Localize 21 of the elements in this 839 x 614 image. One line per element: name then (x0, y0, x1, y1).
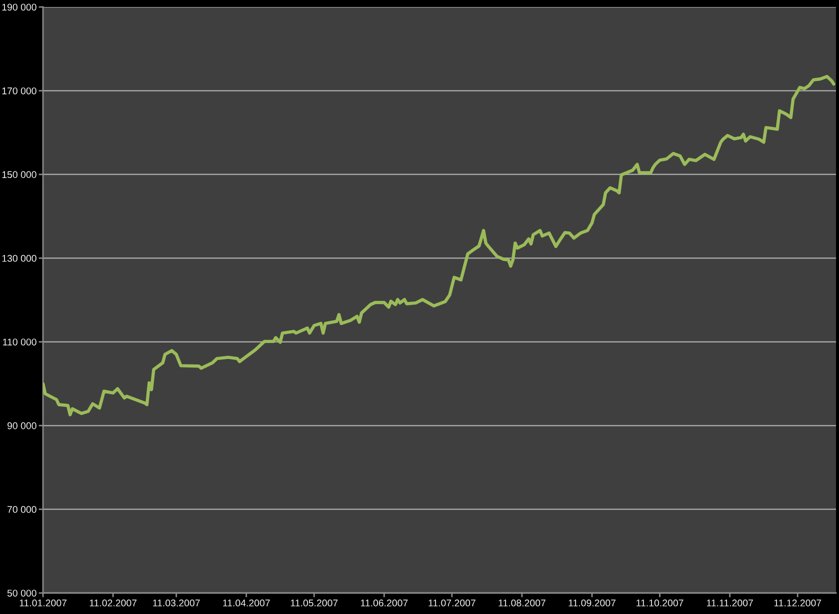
y-tick-label: 110 000 (3, 338, 36, 346)
y-tick-label: 90 000 (7, 422, 36, 430)
line-series (43, 74, 836, 416)
x-tick-label: 11.09.2007 (568, 600, 616, 606)
x-tick-label: 11.04.2007 (223, 600, 270, 606)
y-tick-label: 170 000 (2, 87, 36, 94)
x-tick-label: 11.07.2007 (428, 600, 476, 606)
y-tick-label: 70 000 (8, 506, 36, 513)
y-tick-label: 130 000 (2, 254, 36, 262)
x-tick-label: 11.02.2007 (90, 600, 137, 606)
x-tick-label: 11.03.2007 (153, 600, 200, 606)
y-tick-label: 190 000 (2, 4, 36, 11)
x-tick-label: 11.10.2007 (636, 600, 684, 606)
x-tick-label: 11.12.2007 (774, 600, 822, 606)
x-tick-label: 11.06.2007 (360, 600, 408, 606)
x-tick-label: 11.08.2007 (498, 600, 546, 606)
x-tick-label: 11.11.2007 (706, 600, 753, 606)
y-tick-label: 50 000 (7, 590, 36, 597)
x-tick-label: 11.01.2007 (20, 600, 66, 606)
x-tick-label: 11.05.2007 (290, 600, 338, 606)
y-tick-label: 150 000 (2, 171, 36, 178)
